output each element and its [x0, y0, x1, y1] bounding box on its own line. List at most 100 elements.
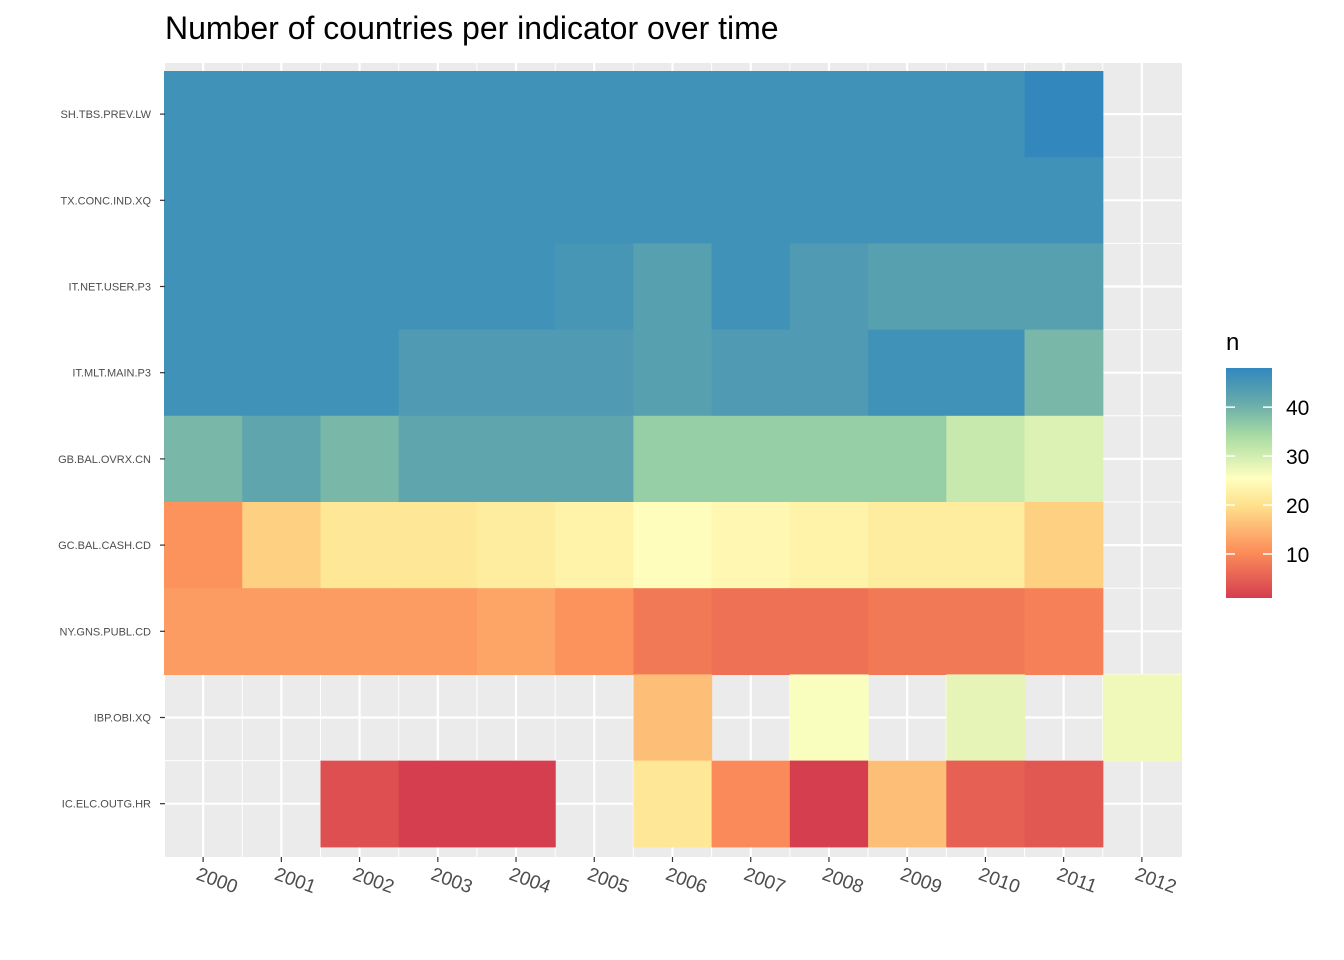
heatmap-cell: [164, 329, 243, 417]
heatmap-cell: [242, 588, 322, 675]
heatmap-cell: [711, 502, 791, 589]
heatmap-cell: [164, 415, 243, 503]
x-tick-label: 2012: [1132, 864, 1179, 898]
chart-title: Number of countries per indicator over t…: [165, 10, 779, 46]
heatmap-cell: [711, 760, 791, 848]
heatmap-cell: [398, 329, 478, 417]
legend-colorbar: [1226, 368, 1272, 598]
heatmap-cell: [1024, 71, 1104, 158]
x-tick-label: 2002: [350, 864, 397, 898]
heatmap-cell: [789, 760, 869, 848]
heatmap-cell: [242, 243, 322, 331]
heatmap-cell: [1024, 502, 1104, 589]
heatmap-cell: [789, 329, 869, 417]
legend-tick-label: 30: [1286, 446, 1309, 469]
heatmap-cell: [476, 243, 556, 331]
heatmap-cell: [320, 71, 400, 158]
heatmap-cell: [164, 243, 243, 331]
heatmap-cell: [633, 674, 713, 762]
x-tick-label: 2004: [506, 864, 553, 898]
heatmap-cell: [868, 243, 947, 331]
x-tick-label: 2011: [1054, 864, 1100, 898]
heatmap-cell: [633, 157, 713, 244]
heatmap-cell: [320, 760, 400, 848]
heatmap-cell: [242, 502, 322, 589]
x-tick-label: 2008: [819, 864, 866, 898]
heatmap-cell: [398, 588, 478, 675]
heatmap-cell: [633, 415, 713, 503]
y-tick-label: GB.BAL.OVRX.CN: [58, 454, 151, 466]
heatmap-cell: [1024, 415, 1104, 503]
heatmap-cell: [789, 502, 869, 589]
y-tick-label: NY.GNS.PUBL.CD: [60, 626, 152, 638]
heatmap-cell: [1024, 243, 1104, 331]
heatmap-cell: [476, 502, 556, 589]
x-tick-label: 2009: [897, 864, 944, 898]
heatmap-cell: [633, 329, 713, 417]
heatmap-cell: [711, 329, 791, 417]
heatmap-cell: [242, 329, 322, 417]
legend-tick-label: 10: [1286, 544, 1309, 567]
heatmap-cell: [868, 415, 947, 503]
heatmap-cell: [320, 588, 400, 675]
heatmap-cell: [633, 502, 713, 589]
x-tick-label: 2006: [663, 864, 710, 898]
heatmap-cell: [242, 415, 322, 503]
heatmap-cell: [164, 502, 243, 589]
heatmap-cell: [1102, 674, 1182, 762]
heatmap-cell: [555, 502, 634, 589]
heatmap-cell: [320, 243, 400, 331]
x-axis: 2000 2001 2002 2003 2004 2005 2006 2007 2008 2009…: [193, 857, 1179, 898]
heatmap-cell: [711, 157, 791, 244]
heatmap-cell: [789, 588, 869, 675]
y-tick-label: TX.CONC.IND.XQ: [61, 195, 152, 207]
heatmap-cell: [868, 71, 947, 158]
heatmap-cell: [320, 329, 400, 417]
y-tick-label: IBP.OBI.XQ: [94, 713, 152, 725]
heatmap-cell: [946, 415, 1026, 503]
heatmap-cell: [398, 243, 478, 331]
heatmap-cell: [320, 502, 400, 589]
heatmap-cell: [946, 674, 1026, 762]
heatmap-cell: [868, 588, 947, 675]
heatmap-cell: [555, 329, 634, 417]
heatmap-cell: [946, 588, 1026, 675]
heatmap-cell: [320, 157, 400, 244]
x-tick-label: 2005: [585, 864, 632, 898]
heatmap-cell: [946, 502, 1026, 589]
y-tick-label: IT.NET.USER.P3: [68, 282, 151, 294]
heatmap-cell: [476, 760, 556, 848]
heatmap-cell: [711, 243, 791, 331]
heatmap-cell: [476, 329, 556, 417]
heatmap-cell: [1024, 588, 1104, 675]
y-axis: SH.TBS.PREV.LW TX.CONC.IND.XQ IT.NET.USER.…: [58, 109, 165, 811]
heatmap-cell: [711, 588, 791, 675]
y-tick-label: SH.TBS.PREV.LW: [61, 109, 152, 121]
heatmap-cell: [789, 157, 869, 244]
heatmap-cell: [398, 502, 478, 589]
heatmap-cell: [789, 243, 869, 331]
heatmap-cell: [476, 71, 556, 158]
heatmap-cell: [946, 243, 1026, 331]
legend-tick-label: 20: [1286, 495, 1309, 518]
heatmap-cell: [946, 329, 1026, 417]
legend-title: n: [1226, 329, 1239, 356]
x-tick-label: 2000: [193, 864, 240, 898]
heatmap-cell: [1024, 329, 1104, 417]
heatmap-cell: [633, 243, 713, 331]
heatmap-cell: [946, 760, 1026, 848]
heatmap-cell: [164, 71, 243, 158]
heatmap-cell: [711, 71, 791, 158]
y-tick-label: IT.MLT.MAIN.P3: [72, 368, 151, 380]
heatmap-cell: [555, 588, 634, 675]
heatmap-cell: [711, 415, 791, 503]
heatmap-cell: [320, 415, 400, 503]
x-tick-label: 2007: [741, 864, 788, 898]
heatmap-cell: [555, 71, 634, 158]
x-tick-label: 2001: [272, 864, 319, 898]
y-tick-label: IC.ELC.OUTG.HR: [62, 799, 151, 811]
heatmap-cell: [946, 157, 1026, 244]
heatmap-cell: [1024, 760, 1104, 848]
x-tick-label: 2003: [428, 864, 475, 898]
heatmap-cell: [242, 71, 322, 158]
